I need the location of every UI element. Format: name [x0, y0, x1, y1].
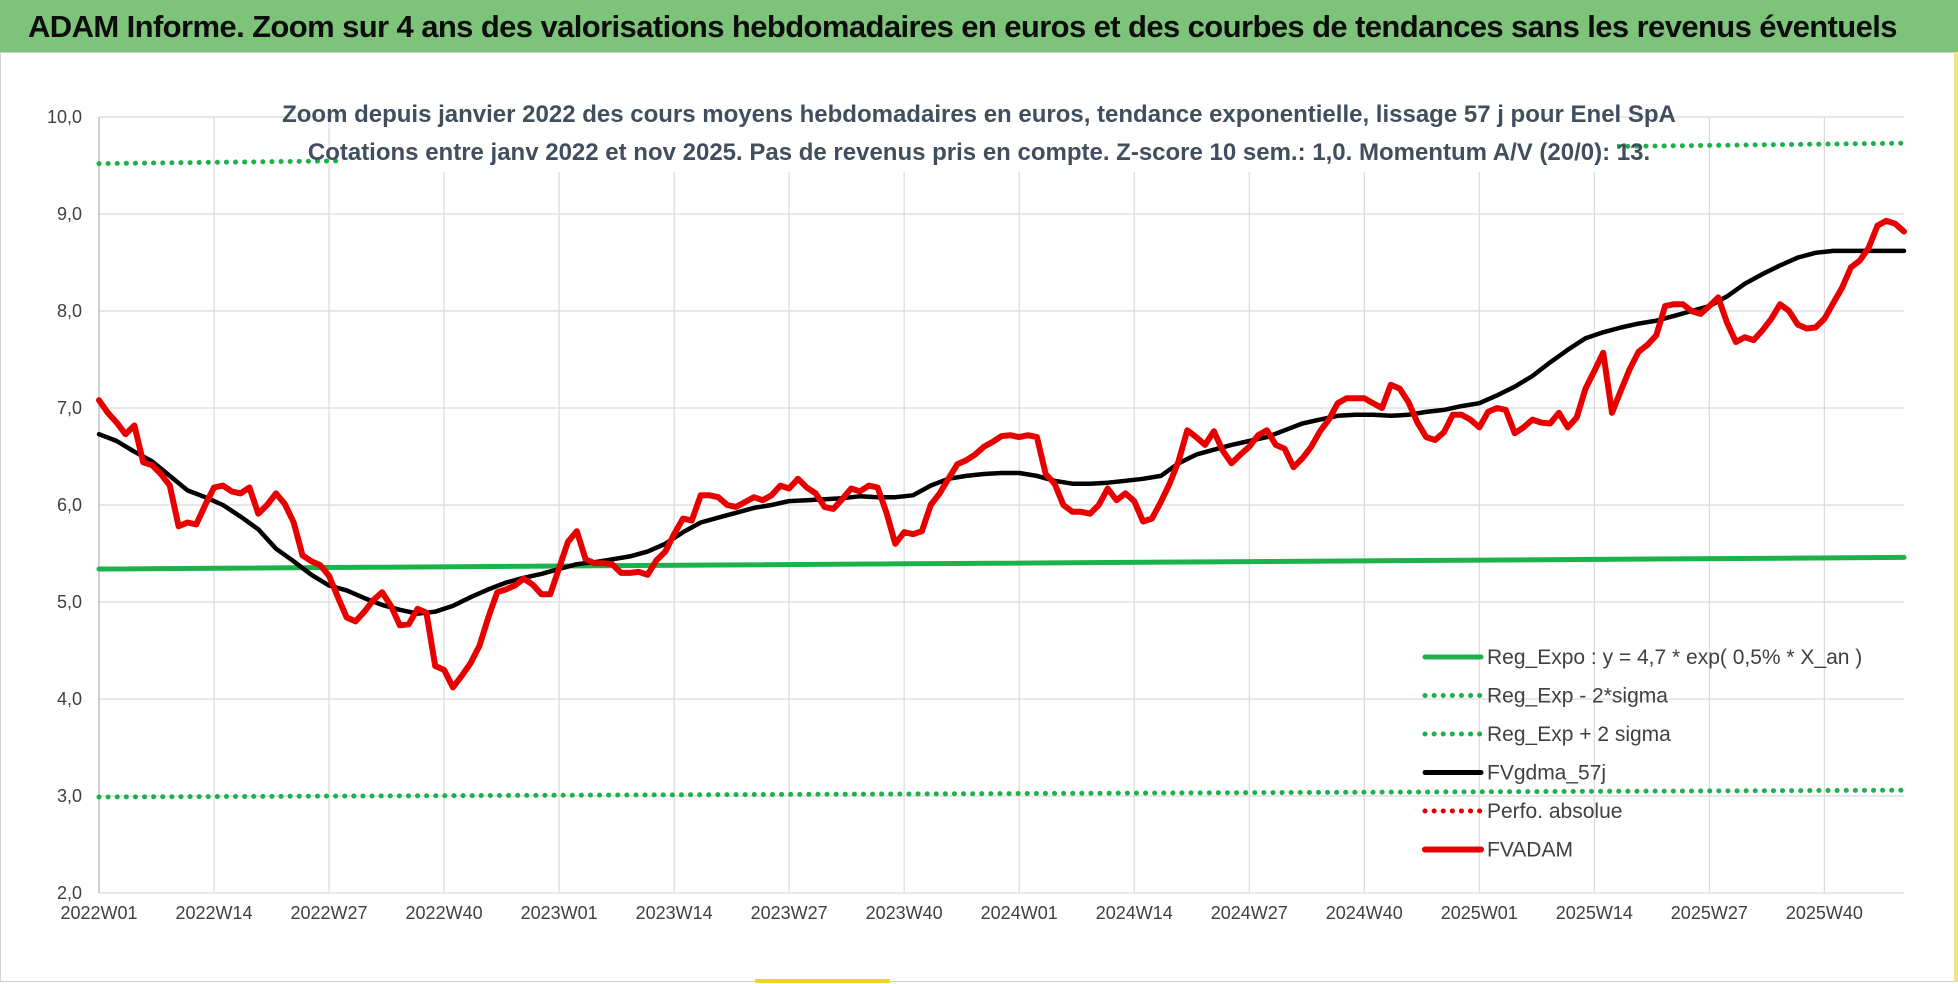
scroll-accent [755, 979, 890, 983]
x-tick-label: 2024W01 [981, 903, 1058, 923]
y-tick-label: 6,0 [57, 495, 82, 515]
x-tick-label: 2025W01 [1441, 903, 1518, 923]
x-tick-label: 2022W40 [406, 903, 483, 923]
x-tick-label: 2024W40 [1326, 903, 1403, 923]
x-tick-label: 2023W01 [521, 903, 598, 923]
report-title: ADAM Informe. Zoom sur 4 ans des valoris… [28, 9, 1898, 44]
legend-label: FVADAM [1487, 839, 1573, 862]
price-chart: Zoom depuis janvier 2022 des cours moyen… [47, 93, 1907, 923]
y-axis-ticks: 2,0 3,0 4,0 5,0 6,0 7,0 8,0 9,0 10,0 [47, 107, 82, 903]
chart-grid [98, 116, 1904, 894]
legend-label: Perfo. absolue [1487, 800, 1622, 823]
y-tick-label: 5,0 [57, 592, 82, 612]
x-tick-label: 2025W40 [1786, 903, 1863, 923]
x-tick-label: 2024W27 [1211, 903, 1288, 923]
y-tick-label: 7,0 [57, 398, 82, 418]
y-tick-label: 10,0 [47, 107, 82, 127]
legend-label: Reg_Expo : y = 4,7 * exp( 0,5% * X_an ) [1487, 646, 1862, 669]
legend-label: FVgdma_57j [1487, 762, 1606, 785]
x-tick-label: 2025W14 [1556, 903, 1633, 923]
report-header-bar: ADAM Informe. Zoom sur 4 ans des valoris… [0, 0, 1958, 53]
y-tick-label: 4,0 [57, 689, 82, 709]
y-tick-label: 9,0 [57, 204, 82, 224]
legend-label: Reg_Exp + 2 sigma [1487, 723, 1671, 746]
frame-edge-accent [1954, 52, 1958, 982]
chart-legend: Reg_Expo : y = 4,7 * exp( 0,5% * X_an ) R… [1422, 646, 1862, 862]
x-tick-label: 2025W27 [1671, 903, 1748, 923]
x-tick-label: 2024W14 [1096, 903, 1173, 923]
x-tick-label: 2022W14 [175, 903, 252, 923]
series-line-reg-exp-2-sigma [96, 787, 1907, 800]
legend-label: Reg_Exp - 2*sigma [1487, 685, 1668, 708]
y-tick-label: 8,0 [57, 301, 82, 321]
x-tick-label: 2022W01 [60, 903, 137, 923]
x-tick-label: 2023W27 [751, 903, 828, 923]
x-tick-label: 2022W27 [291, 903, 368, 923]
x-tick-label: 2023W40 [866, 903, 943, 923]
chart-subtitle: Cotations entre janv 2022 et nov 2025. P… [308, 139, 1650, 166]
series-line-fvgdma-57j [96, 248, 1907, 616]
series-line-fvadam [96, 217, 1907, 691]
x-tick-label: 2023W14 [636, 903, 713, 923]
x-axis-ticks: 2022W01 2022W14 2022W27 2022W40 2023W01 2023W… [60, 903, 1862, 923]
y-tick-label: 2,0 [57, 883, 82, 903]
chart-title: Zoom depuis janvier 2022 des cours moyen… [282, 101, 1676, 128]
series-line-reg-expo-y-4-7-exp-0-5-x-an- [96, 554, 1907, 572]
title-backdrop [341, 93, 1617, 172]
y-tick-label: 3,0 [57, 786, 82, 806]
